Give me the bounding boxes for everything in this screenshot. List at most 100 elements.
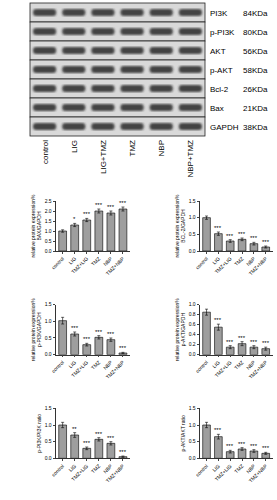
svg-text:p-AKT/AKT ratio: p-AKT/AKT ratio <box>180 415 186 452</box>
svg-text:TMZ+NBP: TMZ+NBP <box>105 359 126 380</box>
svg-text:NBP: NBP <box>245 255 257 267</box>
svg-text:GAPDH: GAPDH <box>210 123 239 132</box>
svg-text:TMZ+LIG: TMZ+LIG <box>70 255 89 274</box>
svg-text:p-PI3K/PI3K ratio: p-PI3K/PI3K ratio <box>36 414 42 453</box>
svg-text:control: control <box>50 359 65 374</box>
svg-text:TMZ+LIG: TMZ+LIG <box>213 463 232 482</box>
svg-text:***: *** <box>262 340 270 346</box>
svg-text:***: *** <box>119 200 127 206</box>
svg-text:LIG: LIG <box>70 140 79 153</box>
svg-text:***: *** <box>214 225 222 231</box>
svg-text:***: *** <box>238 335 246 341</box>
svg-text:NBP: NBP <box>157 140 166 156</box>
svg-text:2.5: 2.5 <box>45 198 52 204</box>
svg-text:p-PI3K: p-PI3K <box>210 28 235 37</box>
svg-text:TMZ+NBP: TMZ+NBP <box>105 255 126 276</box>
svg-text:21KDa: 21KDa <box>243 104 268 113</box>
svg-text:TMZ: TMZ <box>90 463 102 475</box>
svg-text:TMZ+NBP: TMZ+NBP <box>247 359 268 380</box>
svg-text:0.6: 0.6 <box>189 321 196 327</box>
svg-text:relative protein expression%BA: relative protein expression%BAX/GAPDH <box>30 194 43 257</box>
svg-text:56KDa: 56KDa <box>243 47 268 56</box>
svg-text:LIG+TMZ: LIG+TMZ <box>99 140 108 174</box>
svg-text:1.0: 1.0 <box>189 422 196 428</box>
svg-text:control: control <box>41 140 50 164</box>
svg-text:0.5: 0.5 <box>189 231 196 237</box>
svg-text:TMZ: TMZ <box>233 463 245 475</box>
svg-text:1.5: 1.5 <box>45 301 52 307</box>
svg-text:***: *** <box>71 325 79 331</box>
svg-text:***: *** <box>250 339 258 345</box>
svg-text:***: *** <box>95 431 103 437</box>
svg-text:p-AKT: p-AKT <box>210 66 233 75</box>
svg-text:***: *** <box>95 329 103 335</box>
svg-text:NBP+TMZ: NBP+TMZ <box>186 140 195 178</box>
svg-text:TMZ+NBP: TMZ+NBP <box>247 462 268 483</box>
svg-text:control: control <box>194 256 209 271</box>
svg-text:84KDa: 84KDa <box>243 9 268 18</box>
svg-text:38KDa: 38KDa <box>243 123 268 132</box>
svg-text:***: *** <box>250 443 258 449</box>
svg-text:0.5: 0.5 <box>45 238 52 244</box>
svg-text:LIG: LIG <box>211 463 221 473</box>
svg-text:***: *** <box>250 235 258 241</box>
svg-text:***: *** <box>262 445 270 451</box>
svg-text:***: *** <box>226 443 234 449</box>
svg-text:1.5: 1.5 <box>189 198 196 204</box>
svg-text:***: *** <box>226 233 234 239</box>
svg-text:TMZ+NBP: TMZ+NBP <box>247 255 268 276</box>
svg-text:***: *** <box>214 317 222 323</box>
svg-text:80KDa: 80KDa <box>243 28 268 37</box>
svg-text:TMZ: TMZ <box>90 359 102 371</box>
svg-text:NBP: NBP <box>102 255 114 267</box>
svg-text:0.8: 0.8 <box>189 311 196 317</box>
svg-text:***: *** <box>95 202 103 208</box>
svg-text:***: *** <box>226 339 234 345</box>
svg-text:0.5: 0.5 <box>45 438 52 444</box>
svg-text:1.0: 1.0 <box>45 318 52 324</box>
svg-text:0.0: 0.0 <box>45 455 52 461</box>
svg-text:Bax: Bax <box>210 104 224 113</box>
svg-text:TMZ: TMZ <box>233 359 245 371</box>
svg-text:LIG: LIG <box>67 463 77 473</box>
svg-text:1.5: 1.5 <box>45 218 52 224</box>
svg-text:control: control <box>50 463 65 478</box>
svg-text:relative protein expression%BC: relative protein expression%BCL-2/GAPDH <box>174 194 187 257</box>
svg-text:***: *** <box>107 435 115 441</box>
svg-text:control: control <box>50 256 65 271</box>
svg-text:TMZ+LIG: TMZ+LIG <box>70 463 89 482</box>
svg-text:1.0: 1.0 <box>45 422 52 428</box>
svg-text:26KDa: 26KDa <box>243 85 268 94</box>
svg-text:**: ** <box>72 426 77 432</box>
svg-text:control: control <box>194 463 209 478</box>
svg-text:LIG: LIG <box>211 255 221 265</box>
svg-text:control: control <box>194 359 209 374</box>
svg-text:AKT: AKT <box>210 47 226 56</box>
svg-text:0.0: 0.0 <box>45 248 52 254</box>
svg-text:58KDa: 58KDa <box>243 66 268 75</box>
svg-text:relative protein expression%p-: relative protein expression%p-AKT/GAPDH <box>174 298 187 361</box>
svg-text:1.0: 1.0 <box>45 228 52 234</box>
svg-text:***: *** <box>107 331 115 337</box>
svg-text:LIG: LIG <box>67 255 77 265</box>
svg-text:0.5: 0.5 <box>189 438 196 444</box>
svg-text:TMZ+LIG: TMZ+LIG <box>213 359 232 378</box>
svg-text:***: *** <box>238 441 246 447</box>
svg-text:TMZ: TMZ <box>90 256 102 268</box>
svg-text:NBP: NBP <box>245 359 257 371</box>
svg-text:LIG: LIG <box>67 359 77 369</box>
svg-text:NBP: NBP <box>102 359 114 371</box>
svg-text:NBP: NBP <box>102 462 114 474</box>
svg-text:TMZ+LIG: TMZ+LIG <box>213 255 232 274</box>
svg-text:1.0: 1.0 <box>189 301 196 307</box>
svg-text:1.0: 1.0 <box>189 214 196 220</box>
svg-text:***: *** <box>119 345 127 351</box>
svg-text:***: *** <box>238 231 246 237</box>
svg-text:***: *** <box>83 440 91 446</box>
svg-text:TMZ+NBP: TMZ+NBP <box>105 462 126 483</box>
svg-text:Bcl-2: Bcl-2 <box>210 85 229 94</box>
svg-text:TMZ: TMZ <box>128 140 137 157</box>
svg-text:1.5: 1.5 <box>45 405 52 411</box>
svg-text:2.0: 2.0 <box>45 208 52 214</box>
svg-text:0.2: 0.2 <box>189 341 196 347</box>
